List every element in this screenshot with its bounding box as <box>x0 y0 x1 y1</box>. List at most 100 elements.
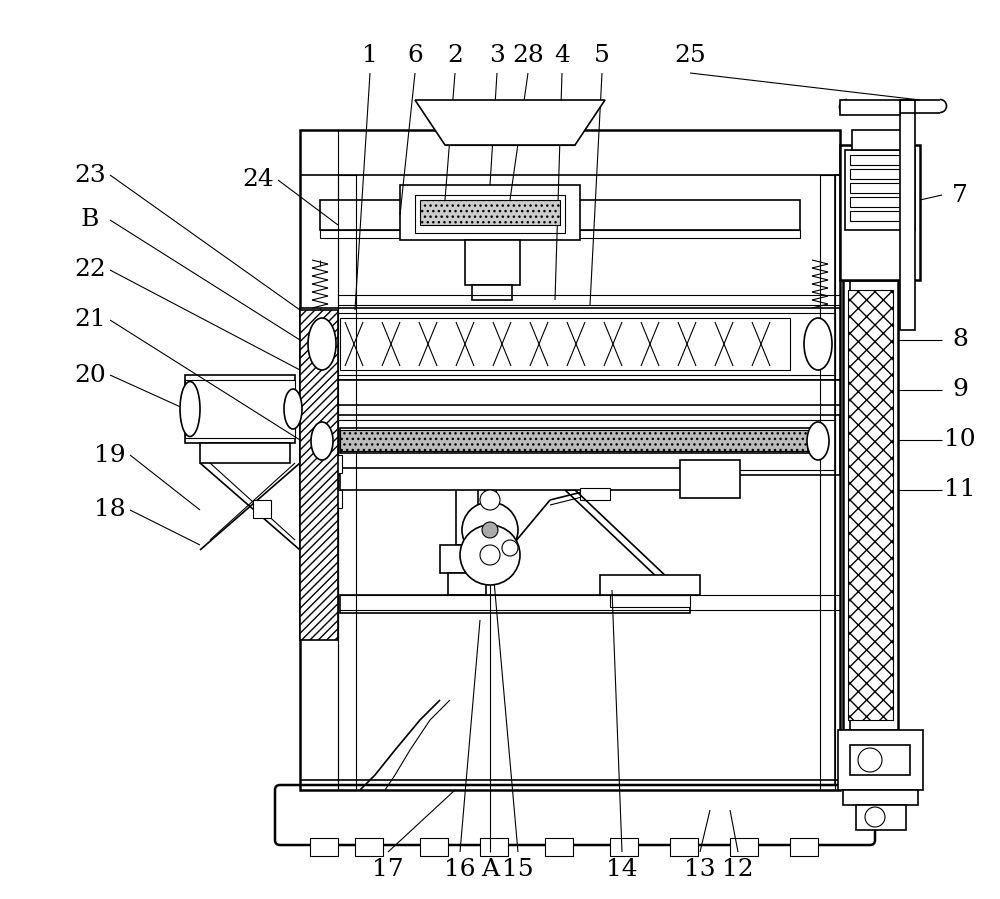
Text: 24: 24 <box>242 168 274 191</box>
Text: 7: 7 <box>952 183 968 207</box>
Bar <box>856 805 906 830</box>
Bar <box>610 838 638 856</box>
Circle shape <box>858 748 882 772</box>
Ellipse shape <box>804 318 832 370</box>
Bar <box>305 420 835 470</box>
Bar <box>340 318 790 370</box>
Polygon shape <box>415 100 605 145</box>
Text: 21: 21 <box>74 308 106 332</box>
Bar <box>840 100 900 115</box>
Bar <box>545 838 573 856</box>
Bar <box>355 838 383 856</box>
Bar <box>300 380 840 405</box>
Bar <box>320 200 800 230</box>
Ellipse shape <box>308 318 336 370</box>
Bar <box>848 290 893 720</box>
Bar <box>850 155 910 165</box>
Bar <box>484 486 496 500</box>
Bar <box>456 475 478 545</box>
Bar <box>835 175 850 785</box>
Bar <box>440 545 494 573</box>
Bar <box>448 573 486 595</box>
Bar <box>338 175 356 790</box>
Bar <box>680 460 740 498</box>
Bar <box>465 240 520 285</box>
Bar <box>420 200 560 225</box>
Bar <box>850 183 910 193</box>
Text: 4: 4 <box>554 43 570 67</box>
Text: 13: 13 <box>684 859 716 882</box>
Text: 9: 9 <box>952 378 968 402</box>
Bar <box>730 838 758 856</box>
Bar <box>300 455 342 473</box>
Bar <box>300 490 342 508</box>
Bar <box>852 130 902 150</box>
Bar <box>310 838 338 856</box>
Bar <box>850 211 910 221</box>
Circle shape <box>462 502 518 558</box>
Bar <box>850 745 910 775</box>
Circle shape <box>865 807 885 827</box>
Bar <box>305 313 835 375</box>
Bar <box>253 500 271 518</box>
Bar <box>850 197 910 207</box>
Circle shape <box>480 545 500 565</box>
Bar <box>320 230 800 238</box>
Ellipse shape <box>180 381 200 437</box>
Circle shape <box>502 540 518 556</box>
Text: 18: 18 <box>94 499 126 521</box>
Bar <box>600 575 700 595</box>
Bar <box>900 100 915 330</box>
Ellipse shape <box>311 422 333 460</box>
Text: 6: 6 <box>407 43 423 67</box>
Bar <box>420 838 448 856</box>
Circle shape <box>482 522 498 538</box>
Text: 28: 28 <box>512 43 544 67</box>
Text: 8: 8 <box>952 328 968 352</box>
Bar <box>472 285 512 300</box>
Bar <box>185 375 295 443</box>
Bar <box>480 838 508 856</box>
Bar <box>340 468 700 490</box>
Bar <box>340 430 820 451</box>
Text: 2: 2 <box>447 43 463 67</box>
Bar <box>858 650 886 710</box>
Bar <box>843 280 898 730</box>
Bar <box>415 195 565 233</box>
Bar <box>845 150 915 230</box>
Bar <box>200 443 290 463</box>
Bar <box>670 838 698 856</box>
Bar <box>820 175 835 790</box>
Bar <box>580 488 610 500</box>
Bar <box>300 415 840 475</box>
Text: 14: 14 <box>606 859 638 882</box>
Circle shape <box>480 490 500 510</box>
Bar <box>300 310 338 640</box>
Text: 10: 10 <box>944 429 976 451</box>
Bar <box>610 595 690 607</box>
Text: 11: 11 <box>944 478 976 502</box>
Text: B: B <box>81 209 99 232</box>
Text: 1: 1 <box>362 43 378 67</box>
Text: 15: 15 <box>502 859 534 882</box>
Bar <box>850 169 910 179</box>
Text: 17: 17 <box>372 859 404 882</box>
Bar <box>838 730 923 790</box>
Text: 12: 12 <box>722 859 754 882</box>
Circle shape <box>460 525 520 585</box>
Bar <box>840 145 920 280</box>
Bar <box>843 790 918 805</box>
Text: A: A <box>481 859 499 882</box>
Text: 19: 19 <box>94 443 126 467</box>
Text: 16: 16 <box>444 859 476 882</box>
Bar <box>790 838 818 856</box>
Ellipse shape <box>284 389 302 429</box>
FancyBboxPatch shape <box>275 785 875 845</box>
Text: 25: 25 <box>674 43 706 67</box>
Bar <box>185 380 295 438</box>
Text: 20: 20 <box>74 363 106 387</box>
Bar <box>300 130 840 790</box>
Ellipse shape <box>807 422 829 460</box>
Text: 5: 5 <box>594 43 610 67</box>
Text: 3: 3 <box>489 43 505 67</box>
